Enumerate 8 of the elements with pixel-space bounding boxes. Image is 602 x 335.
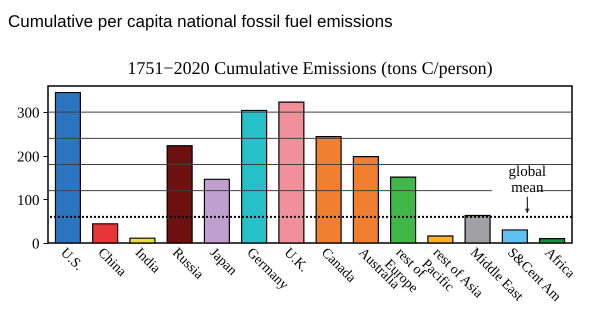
y-tick-label: 300 (17, 106, 40, 122)
chart-title: Cumulative per capita national fossil fuel emissions (8, 12, 393, 32)
y-tick-label: 0 (32, 236, 40, 252)
y-tick-label: 100 (17, 192, 40, 209)
chart-subtitle: 1751−2020 Cumulative Emissions (tons C/person) (127, 58, 493, 78)
annotation: global mean (508, 164, 546, 196)
x-tick-label: U.S. (57, 246, 86, 274)
y-tick-label: 200 (17, 149, 40, 166)
